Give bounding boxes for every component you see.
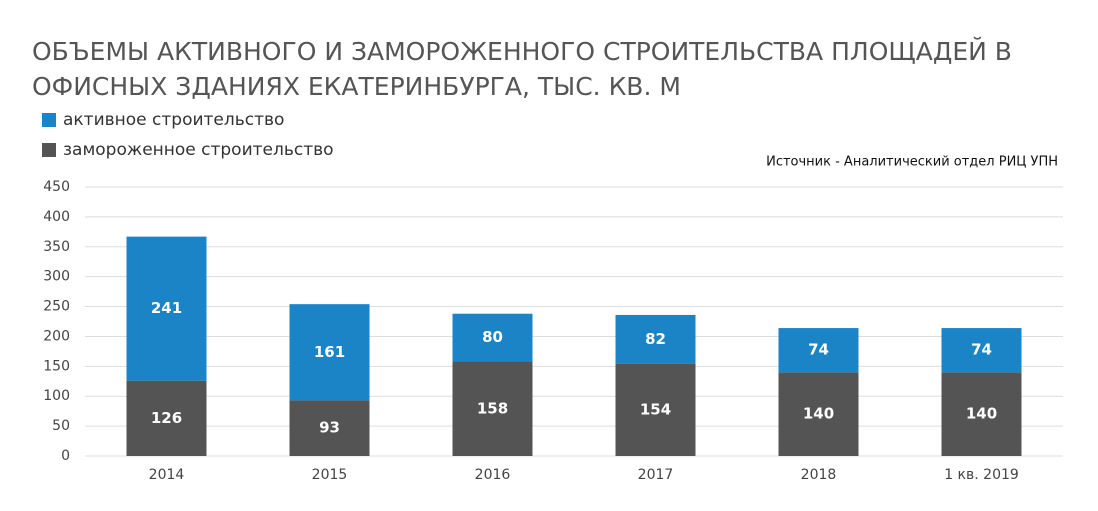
value-label: 80 <box>482 328 503 346</box>
y-tick-label: 100 <box>43 388 70 404</box>
value-label: 82 <box>645 330 666 348</box>
chart-title: ОБЪЕМЫ АКТИВНОГО И ЗАМОРОЖЕННОГО СТРОИТЕ… <box>32 37 1012 66</box>
value-label: 126 <box>151 409 182 427</box>
x-tick-label: 2016 <box>475 467 511 483</box>
value-label: 158 <box>477 399 508 417</box>
x-tick-label: 1 кв. 2019 <box>944 467 1019 483</box>
y-tick-label: 450 <box>43 179 70 195</box>
x-tick-label: 2014 <box>149 467 185 483</box>
bar-segment <box>941 372 1022 456</box>
legend-label: активное строительство <box>63 110 284 130</box>
bar-segment <box>452 361 533 456</box>
value-label: 74 <box>971 341 992 359</box>
y-tick-label: 250 <box>43 299 70 315</box>
value-label: 241 <box>151 299 182 317</box>
bar-segment <box>126 380 207 456</box>
y-tick-label: 300 <box>43 269 70 285</box>
y-tick-label: 150 <box>43 358 70 374</box>
y-tick-label: 200 <box>43 328 70 344</box>
legend-swatch <box>42 113 56 127</box>
legend-label: замороженное строительство <box>63 140 334 160</box>
bar-segment <box>941 328 1022 373</box>
source: Источник - Аналитический отдел РИЦ УПН <box>766 155 1058 170</box>
value-label: 154 <box>640 400 671 418</box>
y-tick-label: 400 <box>43 209 70 225</box>
x-tick-label: 2017 <box>638 467 674 483</box>
value-label: 74 <box>808 341 829 359</box>
bar-segment <box>126 236 207 381</box>
bar-segment <box>452 313 533 362</box>
x-tick-label: 2018 <box>801 467 837 483</box>
y-tick-label: 50 <box>52 418 70 434</box>
y-tick-label: 350 <box>43 239 70 255</box>
bar-segment <box>778 372 859 456</box>
chart-title: ОФИСНЫХ ЗДАНИЯХ ЕКАТЕРИНБУРГА, ТЫС. КВ. … <box>32 72 681 101</box>
bar-segment <box>289 400 370 456</box>
y-tick-label: 0 <box>61 448 70 464</box>
bar-segment <box>778 328 859 373</box>
value-label: 161 <box>314 343 345 361</box>
value-label: 93 <box>319 419 340 437</box>
bar-segment <box>289 304 370 401</box>
bar-segment <box>615 363 696 456</box>
bar-segment <box>615 314 696 364</box>
x-tick-label: 2015 <box>312 467 348 483</box>
legend-swatch <box>42 143 56 157</box>
value-label: 140 <box>803 405 834 423</box>
value-label: 140 <box>966 405 997 423</box>
